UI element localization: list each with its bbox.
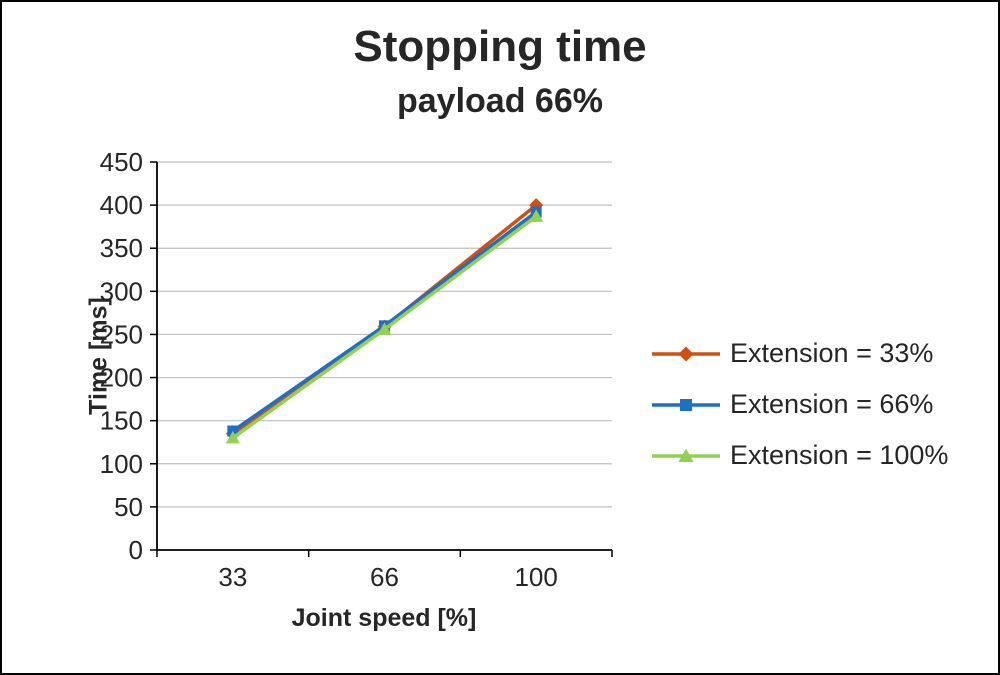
y-tick-label: 200 bbox=[100, 363, 143, 393]
legend-swatch bbox=[652, 398, 720, 411]
y-tick-label: 0 bbox=[129, 535, 143, 565]
legend-label: Extension = 100% bbox=[730, 440, 949, 470]
triangle-marker bbox=[529, 209, 544, 222]
x-tick-label: 33 bbox=[218, 562, 247, 592]
chart-title: Stopping time bbox=[353, 22, 647, 71]
x-tick-label: 100 bbox=[514, 562, 557, 592]
legend-label: Extension = 66% bbox=[730, 389, 934, 419]
y-tick-label: 450 bbox=[100, 147, 143, 177]
legend-swatch bbox=[652, 448, 720, 462]
legend-item: Extension = 100% bbox=[650, 440, 948, 471]
triangle-marker bbox=[377, 322, 392, 335]
legend-item: Extension = 66% bbox=[650, 389, 948, 420]
legend-swatch bbox=[652, 346, 720, 361]
legend: Extension = 33% Extension = 66% Extension … bbox=[650, 338, 948, 471]
x-axis-label: Joint speed [%] bbox=[291, 604, 477, 632]
diamond-marker bbox=[678, 346, 694, 361]
y-tick-label: 100 bbox=[100, 449, 143, 479]
y-tick-label: 250 bbox=[100, 319, 143, 349]
triangle-marker bbox=[225, 430, 240, 444]
y-tick-label: 150 bbox=[100, 406, 143, 436]
square-marker bbox=[680, 398, 692, 411]
y-tick-label: 300 bbox=[100, 276, 143, 306]
y-tick-label: 350 bbox=[100, 233, 143, 263]
legend-item: Extension = 33% bbox=[650, 338, 948, 369]
chart-subtitle: payload 66% bbox=[397, 82, 603, 120]
triangle-marker bbox=[678, 448, 694, 462]
legend-label: Extension = 33% bbox=[730, 338, 934, 368]
y-tick-label: 400 bbox=[100, 190, 143, 220]
x-tick-label: 66 bbox=[370, 562, 399, 592]
y-tick-label: 50 bbox=[114, 492, 143, 522]
